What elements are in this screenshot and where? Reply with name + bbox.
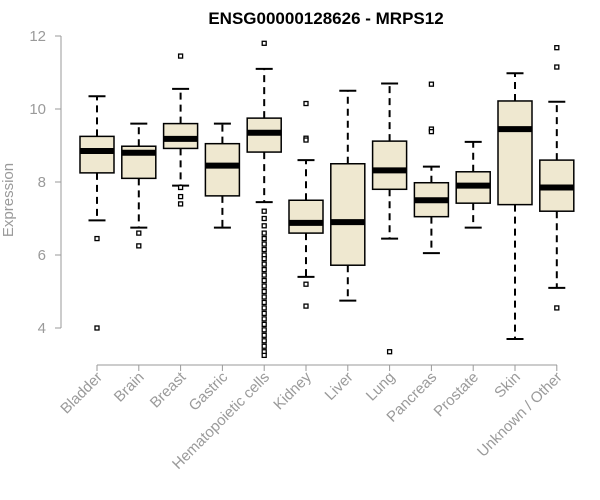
- outlier-point: [177, 184, 184, 191]
- box-group: [539, 45, 575, 311]
- x-tick-label: Prostate: [430, 369, 482, 421]
- y-tick-label: 6: [38, 247, 46, 264]
- outlier-point: [94, 235, 100, 242]
- y-ticks: 4 6 8 10 12: [29, 28, 61, 337]
- outlier-point: [177, 53, 184, 59]
- box-group: [162, 53, 199, 207]
- box-iqr: [288, 199, 324, 234]
- x-tick-label: Bladder: [57, 369, 106, 418]
- outlier-point: [386, 349, 393, 355]
- outlier-point: [261, 235, 267, 242]
- outlier-point: [261, 277, 267, 284]
- x-tick-label: Skin: [491, 369, 524, 402]
- outlier-point: [261, 321, 267, 328]
- outlier-point: [94, 325, 100, 331]
- outlier-point: [261, 208, 267, 214]
- outlier-point: [261, 261, 267, 267]
- outlier-point: [261, 305, 267, 311]
- outlier-point: [261, 299, 267, 306]
- outlier-point: [261, 40, 267, 46]
- box-group: [413, 81, 450, 255]
- outlier-point: [261, 255, 267, 262]
- outlier-point: [554, 64, 560, 70]
- outlier-point: [261, 316, 267, 322]
- box-iqr: [204, 142, 241, 197]
- box-group: [455, 140, 491, 229]
- chart-title: ENSG00000128626 - MRPS12: [208, 9, 443, 28]
- y-tick-label: 4: [38, 320, 46, 337]
- outlier-point: [261, 283, 267, 289]
- outlier-point: [261, 215, 267, 222]
- outlier-point: [303, 303, 309, 309]
- outlier-point: [136, 230, 142, 236]
- y-tick-label: 8: [38, 174, 46, 191]
- boxes: [79, 40, 575, 359]
- box-iqr: [371, 140, 408, 191]
- outlier-point: [261, 294, 267, 300]
- box-group: [121, 122, 157, 249]
- outlier-point: [261, 230, 267, 236]
- outlier-point: [554, 305, 560, 311]
- box-iqr: [79, 135, 115, 174]
- outlier-point: [261, 332, 267, 338]
- outlier-point: [261, 338, 267, 344]
- x-tick-label: Breast: [147, 368, 190, 411]
- outlier-point: [261, 310, 267, 317]
- x-tick-label: Brain: [111, 369, 148, 406]
- box-iqr: [497, 100, 533, 206]
- outlier-point: [261, 343, 267, 349]
- box-group: [371, 82, 408, 355]
- y-tick-label: 10: [29, 101, 46, 118]
- box-group: [246, 40, 282, 359]
- outlier-point: [261, 352, 267, 359]
- outlier-point: [177, 193, 184, 200]
- outlier-point: [177, 201, 184, 207]
- y-axis-label: Expression: [0, 163, 17, 237]
- x-tick-label: Liver: [322, 369, 357, 404]
- box-group: [497, 72, 533, 340]
- outlier-point: [261, 288, 267, 295]
- box-group: [288, 100, 324, 309]
- outlier-point: [303, 137, 309, 143]
- box-group: [330, 89, 366, 302]
- outlier-point: [261, 266, 267, 273]
- outlier-point: [136, 243, 142, 249]
- outlier-point: [261, 241, 267, 247]
- outlier-point: [261, 272, 267, 278]
- outlier-point: [303, 100, 309, 107]
- outlier-point: [554, 45, 560, 51]
- outlier-point: [428, 128, 435, 135]
- box-group: [79, 95, 115, 331]
- outlier-point: [428, 81, 435, 87]
- box-iqr: [330, 163, 366, 266]
- outlier-point: [261, 223, 267, 229]
- x-tick-label: Lung: [363, 369, 399, 405]
- outlier-point: [261, 246, 267, 253]
- box-group: [204, 122, 241, 229]
- outlier-point: [261, 327, 267, 333]
- outlier-point: [303, 281, 309, 287]
- y-tick-label: 12: [29, 28, 46, 45]
- x-tick-label: Kidney: [270, 368, 315, 413]
